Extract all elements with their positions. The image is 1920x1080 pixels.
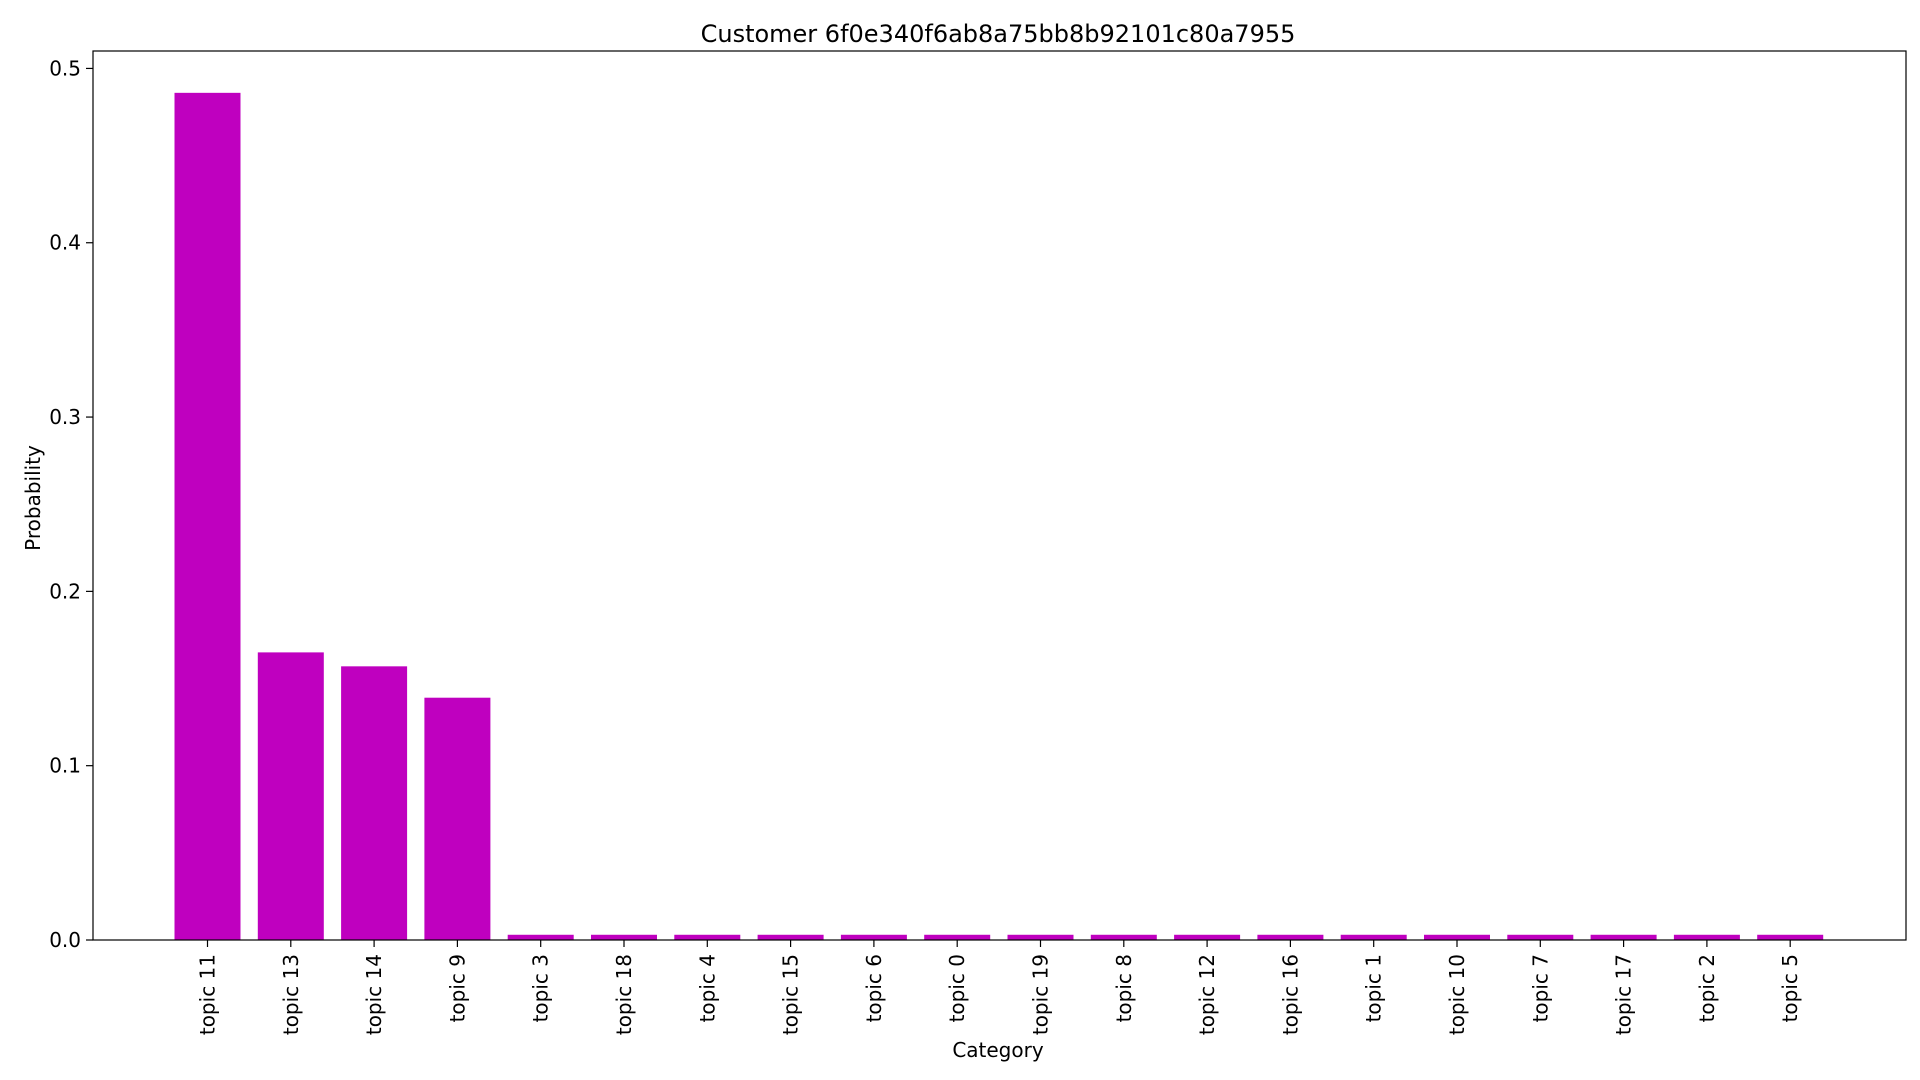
x-tick-label: topic 14 — [362, 954, 386, 1035]
chart-title: Customer 6f0e340f6ab8a75bb8b92101c80a795… — [701, 20, 1296, 48]
bar — [1340, 934, 1407, 940]
x-tick-label: topic 8 — [1112, 954, 1136, 1022]
x-tick-label: topic 19 — [1029, 954, 1053, 1035]
x-tick-label: topic 5 — [1778, 954, 1802, 1022]
bar — [1424, 934, 1490, 940]
x-tick-label: topic 18 — [612, 954, 636, 1035]
x-tick-label: topic 4 — [695, 954, 719, 1022]
bar — [591, 934, 657, 940]
x-tick-label: topic 10 — [1445, 954, 1469, 1035]
x-tick-label: topic 17 — [1612, 954, 1636, 1035]
bar — [674, 934, 741, 940]
y-tick-label: 0.3 — [49, 405, 81, 429]
y-tick-label: 0.2 — [49, 579, 81, 603]
bar — [1090, 934, 1157, 940]
bar — [1257, 934, 1324, 940]
axes-frame — [92, 50, 1907, 941]
x-tick-label: topic 1 — [1362, 954, 1386, 1022]
x-tick-label: topic 9 — [445, 954, 469, 1022]
x-tick-label: topic 16 — [1278, 954, 1302, 1035]
bar — [507, 934, 574, 940]
bar — [1673, 934, 1740, 940]
plot-area: topic 11 topic 13 topic 14 topic 9 topic 3 to… — [49, 50, 1907, 1035]
bar — [1174, 934, 1241, 940]
bar — [424, 697, 491, 940]
bar — [1757, 934, 1824, 940]
bar — [174, 92, 241, 940]
x-tick-label: topic 2 — [1695, 954, 1719, 1022]
y-tick-label: 0.4 — [49, 231, 81, 255]
bar — [1007, 934, 1074, 940]
x-tick-label: topic 3 — [529, 954, 553, 1022]
bar — [840, 934, 907, 940]
bar — [757, 934, 824, 940]
x-axis-label: Category — [952, 1038, 1044, 1062]
x-tick-label: topic 0 — [945, 954, 969, 1022]
bar — [257, 652, 324, 940]
x-tick-label: topic 11 — [196, 954, 220, 1035]
y-tick-label: 0.5 — [49, 56, 81, 80]
x-tick-label: topic 7 — [1528, 954, 1552, 1022]
x-tick-label: topic 15 — [779, 954, 803, 1035]
x-tick-label: topic 13 — [279, 954, 303, 1035]
bar — [1590, 934, 1657, 940]
bar — [1507, 934, 1574, 940]
bar — [924, 934, 991, 940]
y-tick-label: 0.1 — [49, 754, 81, 778]
x-tick-label: topic 12 — [1195, 954, 1219, 1035]
y-axis-label: Probability — [21, 445, 45, 551]
x-tick-label: topic 6 — [862, 954, 886, 1022]
bar — [341, 666, 408, 940]
y-tick-label: 0.0 — [49, 928, 81, 952]
